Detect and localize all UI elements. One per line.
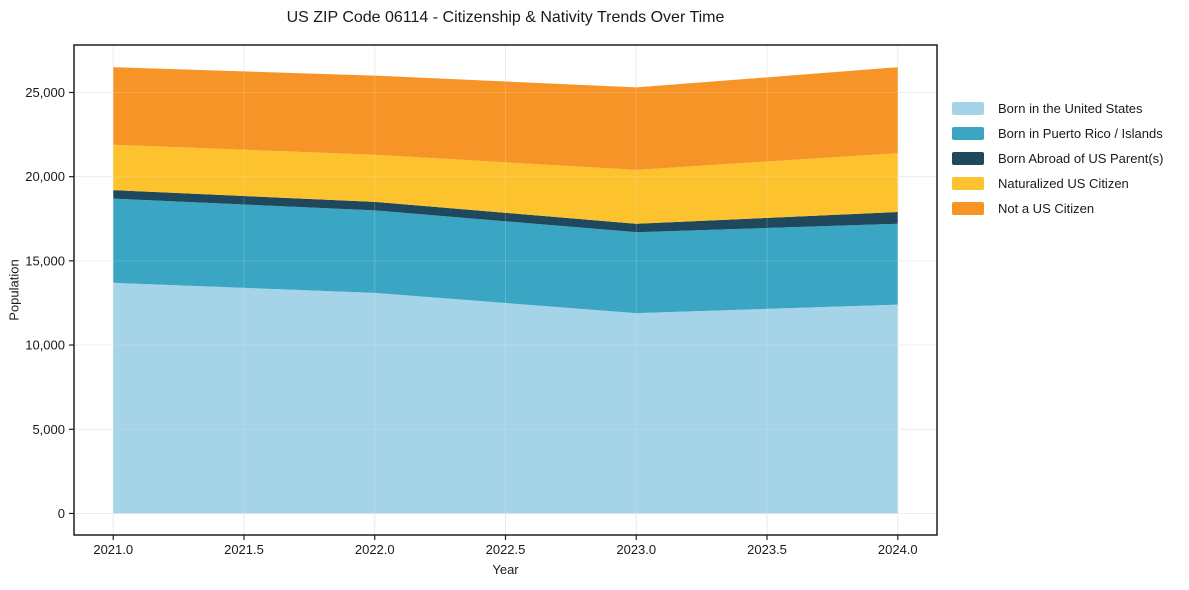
- legend-item-1: Born in Puerto Rico / Islands: [952, 126, 1163, 141]
- area-series-2: [113, 190, 898, 233]
- legend-swatch-icon: [952, 202, 984, 215]
- legend-swatch-icon: [952, 177, 984, 190]
- legend-item-4: Not a US Citizen: [952, 201, 1163, 216]
- x-tick-label: 2021.0: [93, 542, 133, 557]
- legend-item-2: Born Abroad of US Parent(s): [952, 151, 1163, 166]
- y-axis-label: Population: [6, 259, 22, 321]
- y-tick-label: 20,000: [25, 169, 65, 184]
- x-axis-label: Year: [492, 562, 519, 577]
- x-tick-label: 2021.5: [224, 542, 264, 557]
- y-tick-label: 10,000: [25, 338, 65, 353]
- area-series-4: [113, 67, 898, 170]
- y-tick-label: 15,000: [25, 253, 65, 268]
- y-tick-label: 0: [58, 506, 65, 521]
- x-tick-label: 2022.5: [486, 542, 526, 557]
- legend-swatch-icon: [952, 152, 984, 165]
- legend-label: Born in the United States: [998, 101, 1143, 116]
- legend-label: Not a US Citizen: [998, 201, 1095, 216]
- legend-label: Born Abroad of US Parent(s): [998, 151, 1164, 166]
- y-tick-label: 5,000: [32, 422, 65, 437]
- area-series-0: [113, 282, 898, 514]
- legend-swatch-icon: [952, 102, 984, 115]
- x-tick-label: 2024.0: [878, 542, 918, 557]
- chart-legend: Born in the United States Born in Puerto …: [952, 101, 1163, 216]
- chart-title: US ZIP Code 06114 - Citizenship & Nativi…: [286, 9, 725, 26]
- y-tick-label: 25,000: [25, 85, 65, 100]
- legend-item-3: Naturalized US Citizen: [952, 176, 1163, 191]
- legend-item-0: Born in the United States: [952, 101, 1163, 116]
- legend-swatch-icon: [952, 127, 984, 140]
- legend-label: Naturalized US Citizen: [998, 176, 1129, 191]
- x-tick-label: 2023.0: [616, 542, 656, 557]
- x-tick-label: 2023.5: [747, 542, 787, 557]
- area-series-3: [113, 144, 898, 224]
- legend-label: Born in Puerto Rico / Islands: [998, 126, 1163, 141]
- area-series-1: [113, 198, 898, 314]
- x-tick-label: 2022.0: [355, 542, 395, 557]
